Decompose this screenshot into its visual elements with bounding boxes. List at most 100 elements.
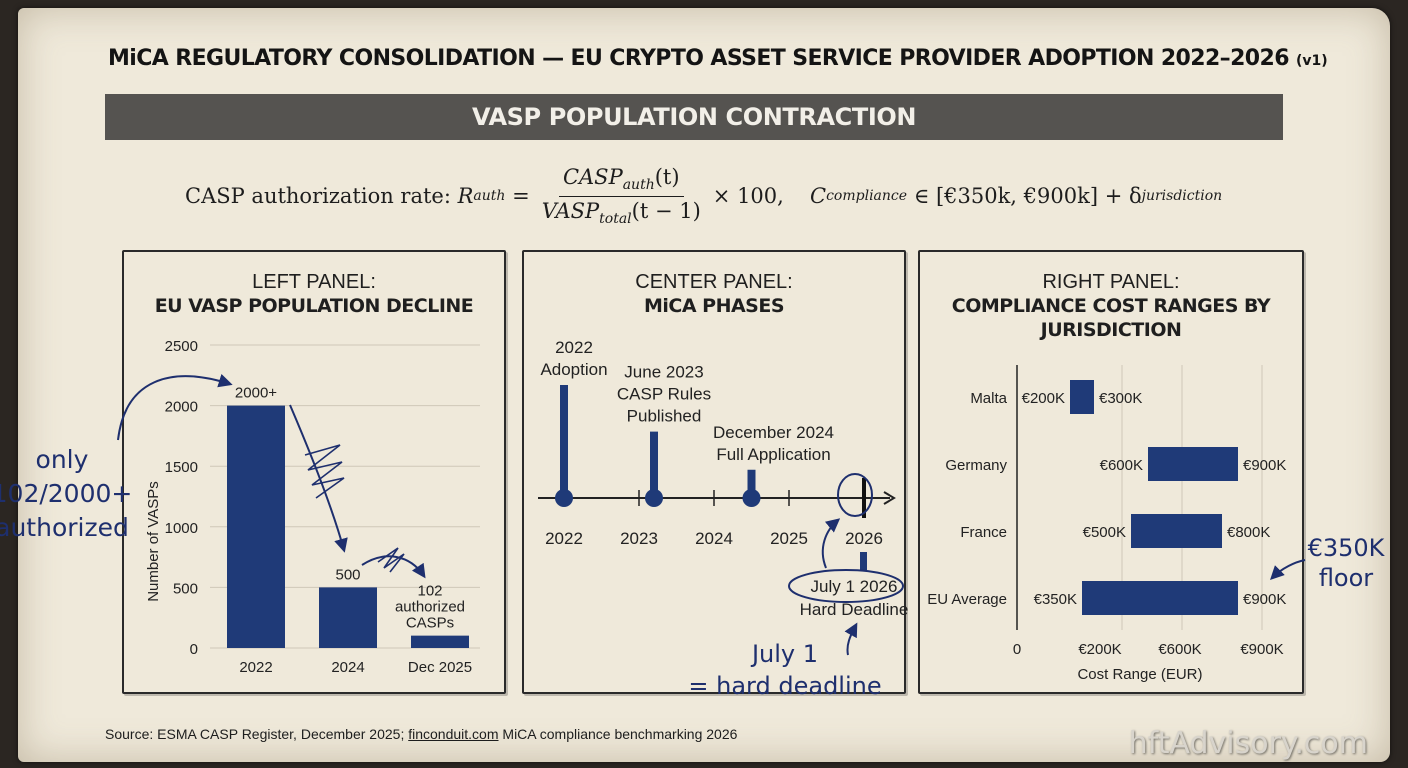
category-label: France <box>960 524 1007 541</box>
x-tick-label: €200K <box>1078 641 1121 658</box>
compliance-cost-chart: 0 €200K €600K €900K Cost Range (EUR) Malta €20… <box>927 365 1386 683</box>
y-axis-label: Number of VASPs <box>145 481 162 602</box>
x-tick-label: 2024 <box>331 659 364 676</box>
x-tick-label: 0 <box>1013 641 1021 658</box>
milestone-stem <box>747 469 756 498</box>
annotation-floor: €350K floor <box>1308 534 1386 592</box>
watermark: hftAdvisory.com <box>1128 726 1368 761</box>
cost-lhs-sub: compliance <box>826 188 908 204</box>
range-max-label: €900K <box>1243 591 1286 608</box>
denominator-sub: total <box>599 210 632 227</box>
milestone-stem <box>560 385 568 498</box>
source-suffix: MiCA compliance benchmarking 2026 <box>498 726 738 742</box>
range-bar <box>1148 447 1238 481</box>
right-panel-label: RIGHT PANEL: <box>1042 271 1180 293</box>
timeline-arrowhead <box>883 491 896 505</box>
deadline-label: July 1 2026 Hard Deadline <box>800 577 909 619</box>
y-tick-label: 2000 <box>165 399 198 416</box>
milestone-dot <box>742 489 761 507</box>
bar-data-label: 500 <box>335 566 360 583</box>
center-panel-label: CENTER PANEL: <box>635 271 793 293</box>
range-bar <box>1082 581 1238 615</box>
timeline-tick-label: 2023 <box>620 529 658 548</box>
left-panel-label: LEFT PANEL: <box>252 271 376 293</box>
bar-data-label: 102 authorized CASPs <box>395 583 465 632</box>
range-max-label: €800K <box>1227 524 1270 541</box>
bar <box>227 405 285 648</box>
annotation-circle-2026 <box>837 473 873 517</box>
annotation-arrow-floor <box>1270 559 1306 580</box>
range-min-label: €600K <box>1100 457 1143 474</box>
vasp-population-chart: 0 500 1000 1500 2000 2500 Number of VASPs 2022 2… <box>0 338 480 676</box>
formula-fraction: CASPauth(t) VASPtotal(t − 1) <box>538 165 705 226</box>
timeline-tick-label: 2026 <box>845 529 883 548</box>
x-tick-label: €900K <box>1240 641 1283 658</box>
numerator-arg: (t) <box>654 165 680 190</box>
numerator-sub: auth <box>622 177 655 194</box>
milestone-label: 2022 Adoption <box>540 338 607 379</box>
milestone-label: December 2024 Full Application <box>713 423 834 464</box>
cost-tail-sub: jurisdiction <box>1141 188 1223 204</box>
source-citation: Source: ESMA CASP Register, December 202… <box>105 726 737 742</box>
category-label: Germany <box>945 457 1007 474</box>
y-tick-label: 2500 <box>165 338 198 355</box>
y-tick-label: 1500 <box>165 459 198 476</box>
left-panel: LEFT PANEL: EU VASP POPULATION DECLINE <box>122 250 506 694</box>
x-tick-label: 2022 <box>239 659 272 676</box>
annotation-arrow-2026 <box>821 518 841 569</box>
range-max-label: €300K <box>1099 390 1142 407</box>
annotation-arrow-2000 <box>117 373 233 441</box>
bar <box>411 635 469 648</box>
category-label: Malta <box>970 390 1007 407</box>
denominator-var: VASP <box>541 198 600 223</box>
formula-lhs-sub: auth <box>473 188 506 204</box>
left-panel-title: LEFT PANEL: EU VASP POPULATION DECLINE <box>124 270 504 318</box>
annotation-scribble-2 <box>377 547 405 573</box>
title-text: MiCA REGULATORY CONSOLIDATION — EU CRYPT… <box>108 46 1290 71</box>
right-panel: RIGHT PANEL: COMPLIANCE COST RANGES BY J… <box>918 250 1304 694</box>
annotation-circle-deadline <box>788 569 904 603</box>
formula-numerator: CASPauth(t) <box>558 165 684 197</box>
denominator-arg: (t − 1) <box>631 198 701 223</box>
timeline-tick-label: 2025 <box>770 529 808 548</box>
annotation-arrow-102 <box>361 555 426 579</box>
milestone-stem <box>650 431 658 498</box>
deadline-stem <box>860 552 867 570</box>
right-panel-heading: COMPLIANCE COST RANGES BY JURISDICTION <box>951 295 1271 341</box>
formula-denominator: VASPtotal(t − 1) <box>538 197 705 227</box>
x-tick-label: Dec 2025 <box>408 659 472 676</box>
page-title: MiCA REGULATORY CONSOLIDATION — EU CRYPT… <box>108 46 1328 71</box>
y-tick-label: 0 <box>190 641 198 658</box>
range-bar <box>1070 380 1094 414</box>
source-prefix: Source: ESMA CASP Register, December 202… <box>105 726 409 742</box>
mica-timeline-chart: 2022 2023 2024 2025 2026 2022 Adoption June 202… <box>538 338 908 700</box>
milestone-dot <box>555 489 573 507</box>
bar-data-label: 2000+ <box>235 385 277 402</box>
annotation-only-authorized: only 102/2000+ authorized <box>0 445 132 542</box>
formula-label: CASP authorization rate: <box>185 184 451 208</box>
range-bar <box>1131 514 1222 548</box>
x-axis-label: Cost Range (EUR) <box>1077 666 1202 683</box>
range-min-label: €350K <box>1034 591 1077 608</box>
range-max-label: €900K <box>1243 457 1286 474</box>
timeline-tick-label: 2022 <box>545 529 583 548</box>
left-panel-heading: EU VASP POPULATION DECLINE <box>154 295 474 317</box>
timeline-tick-label: 2024 <box>695 529 733 548</box>
formula-lhs: R <box>457 184 474 208</box>
numerator-var: CASP <box>562 165 623 190</box>
center-panel-title: CENTER PANEL: MiCA PHASES <box>524 270 904 318</box>
hand-annotations <box>117 373 1306 656</box>
milestone-label: June 2023 CASP Rules Published <box>617 363 711 426</box>
cost-lhs: C <box>810 184 827 208</box>
annotation-hard-deadline: July 1 = hard deadline <box>688 640 881 700</box>
range-min-label: €500K <box>1083 524 1126 541</box>
right-panel-title: RIGHT PANEL: COMPLIANCE COST RANGES BY J… <box>920 270 1302 342</box>
section-banner: VASP POPULATION CONTRACTION <box>105 94 1283 140</box>
center-panel-heading: MiCA PHASES <box>643 295 785 317</box>
cost-mid: ∈ [€350k, €900k] + δ <box>913 184 1142 208</box>
title-version: (v1) <box>1295 53 1328 69</box>
source-link[interactable]: finconduit.com <box>408 726 499 742</box>
